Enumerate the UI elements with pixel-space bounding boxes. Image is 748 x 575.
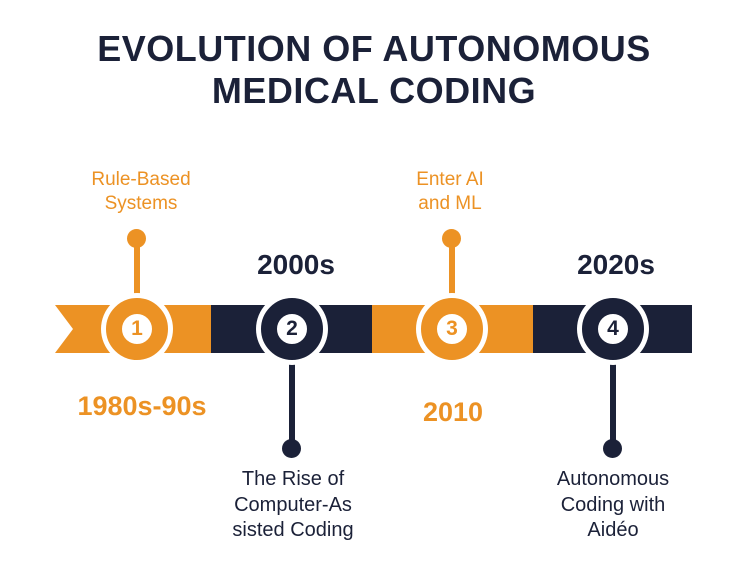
milestone-4-marker: 4 <box>582 298 644 360</box>
milestone-4-number: 4 <box>607 317 619 340</box>
milestone-3-year-label: 2010 <box>422 397 484 427</box>
milestone-1-connector-line <box>134 238 140 296</box>
milestone-3-connector-dot <box>442 229 461 248</box>
milestone-4-connector-dot <box>603 439 622 458</box>
milestone-4-connector-line <box>610 360 616 442</box>
milestone-3-marker: 3 <box>421 298 483 360</box>
page-title-line2: MEDICAL CODING <box>211 70 537 112</box>
page-title: EVOLUTION OF AUTONOMOUS MEDICAL CODING <box>0 28 748 113</box>
milestone-3-top-label: Enter AI and ML <box>416 169 484 214</box>
milestone-2-connector-line <box>289 360 295 442</box>
milestone-1-top-label: Rule-Based Systems <box>91 169 191 214</box>
milestone-1-marker: 1 <box>106 298 168 360</box>
page-title-line1: EVOLUTION OF AUTONOMOUS <box>97 28 651 69</box>
milestone-2-year-label: 2000s <box>257 249 335 280</box>
milestone-1-connector-dot <box>127 229 146 248</box>
milestone-2-marker: 2 <box>261 298 323 360</box>
milestone-1-number: 1 <box>131 317 143 340</box>
milestone-3-number: 3 <box>446 317 458 340</box>
milestone-3-connector-line <box>449 238 455 296</box>
milestone-2-number: 2 <box>286 317 298 340</box>
milestone-4-bottom-label: Autonomous Coding with Aidéo <box>556 468 670 542</box>
milestone-1-year-label: 1980s-90s <box>77 391 207 421</box>
milestone-2-connector-dot <box>282 439 301 458</box>
milestone-2-bottom-label: The Rise of Computer-As sisted Coding <box>232 468 354 542</box>
milestone-4-year-label: 2020s <box>577 249 655 280</box>
